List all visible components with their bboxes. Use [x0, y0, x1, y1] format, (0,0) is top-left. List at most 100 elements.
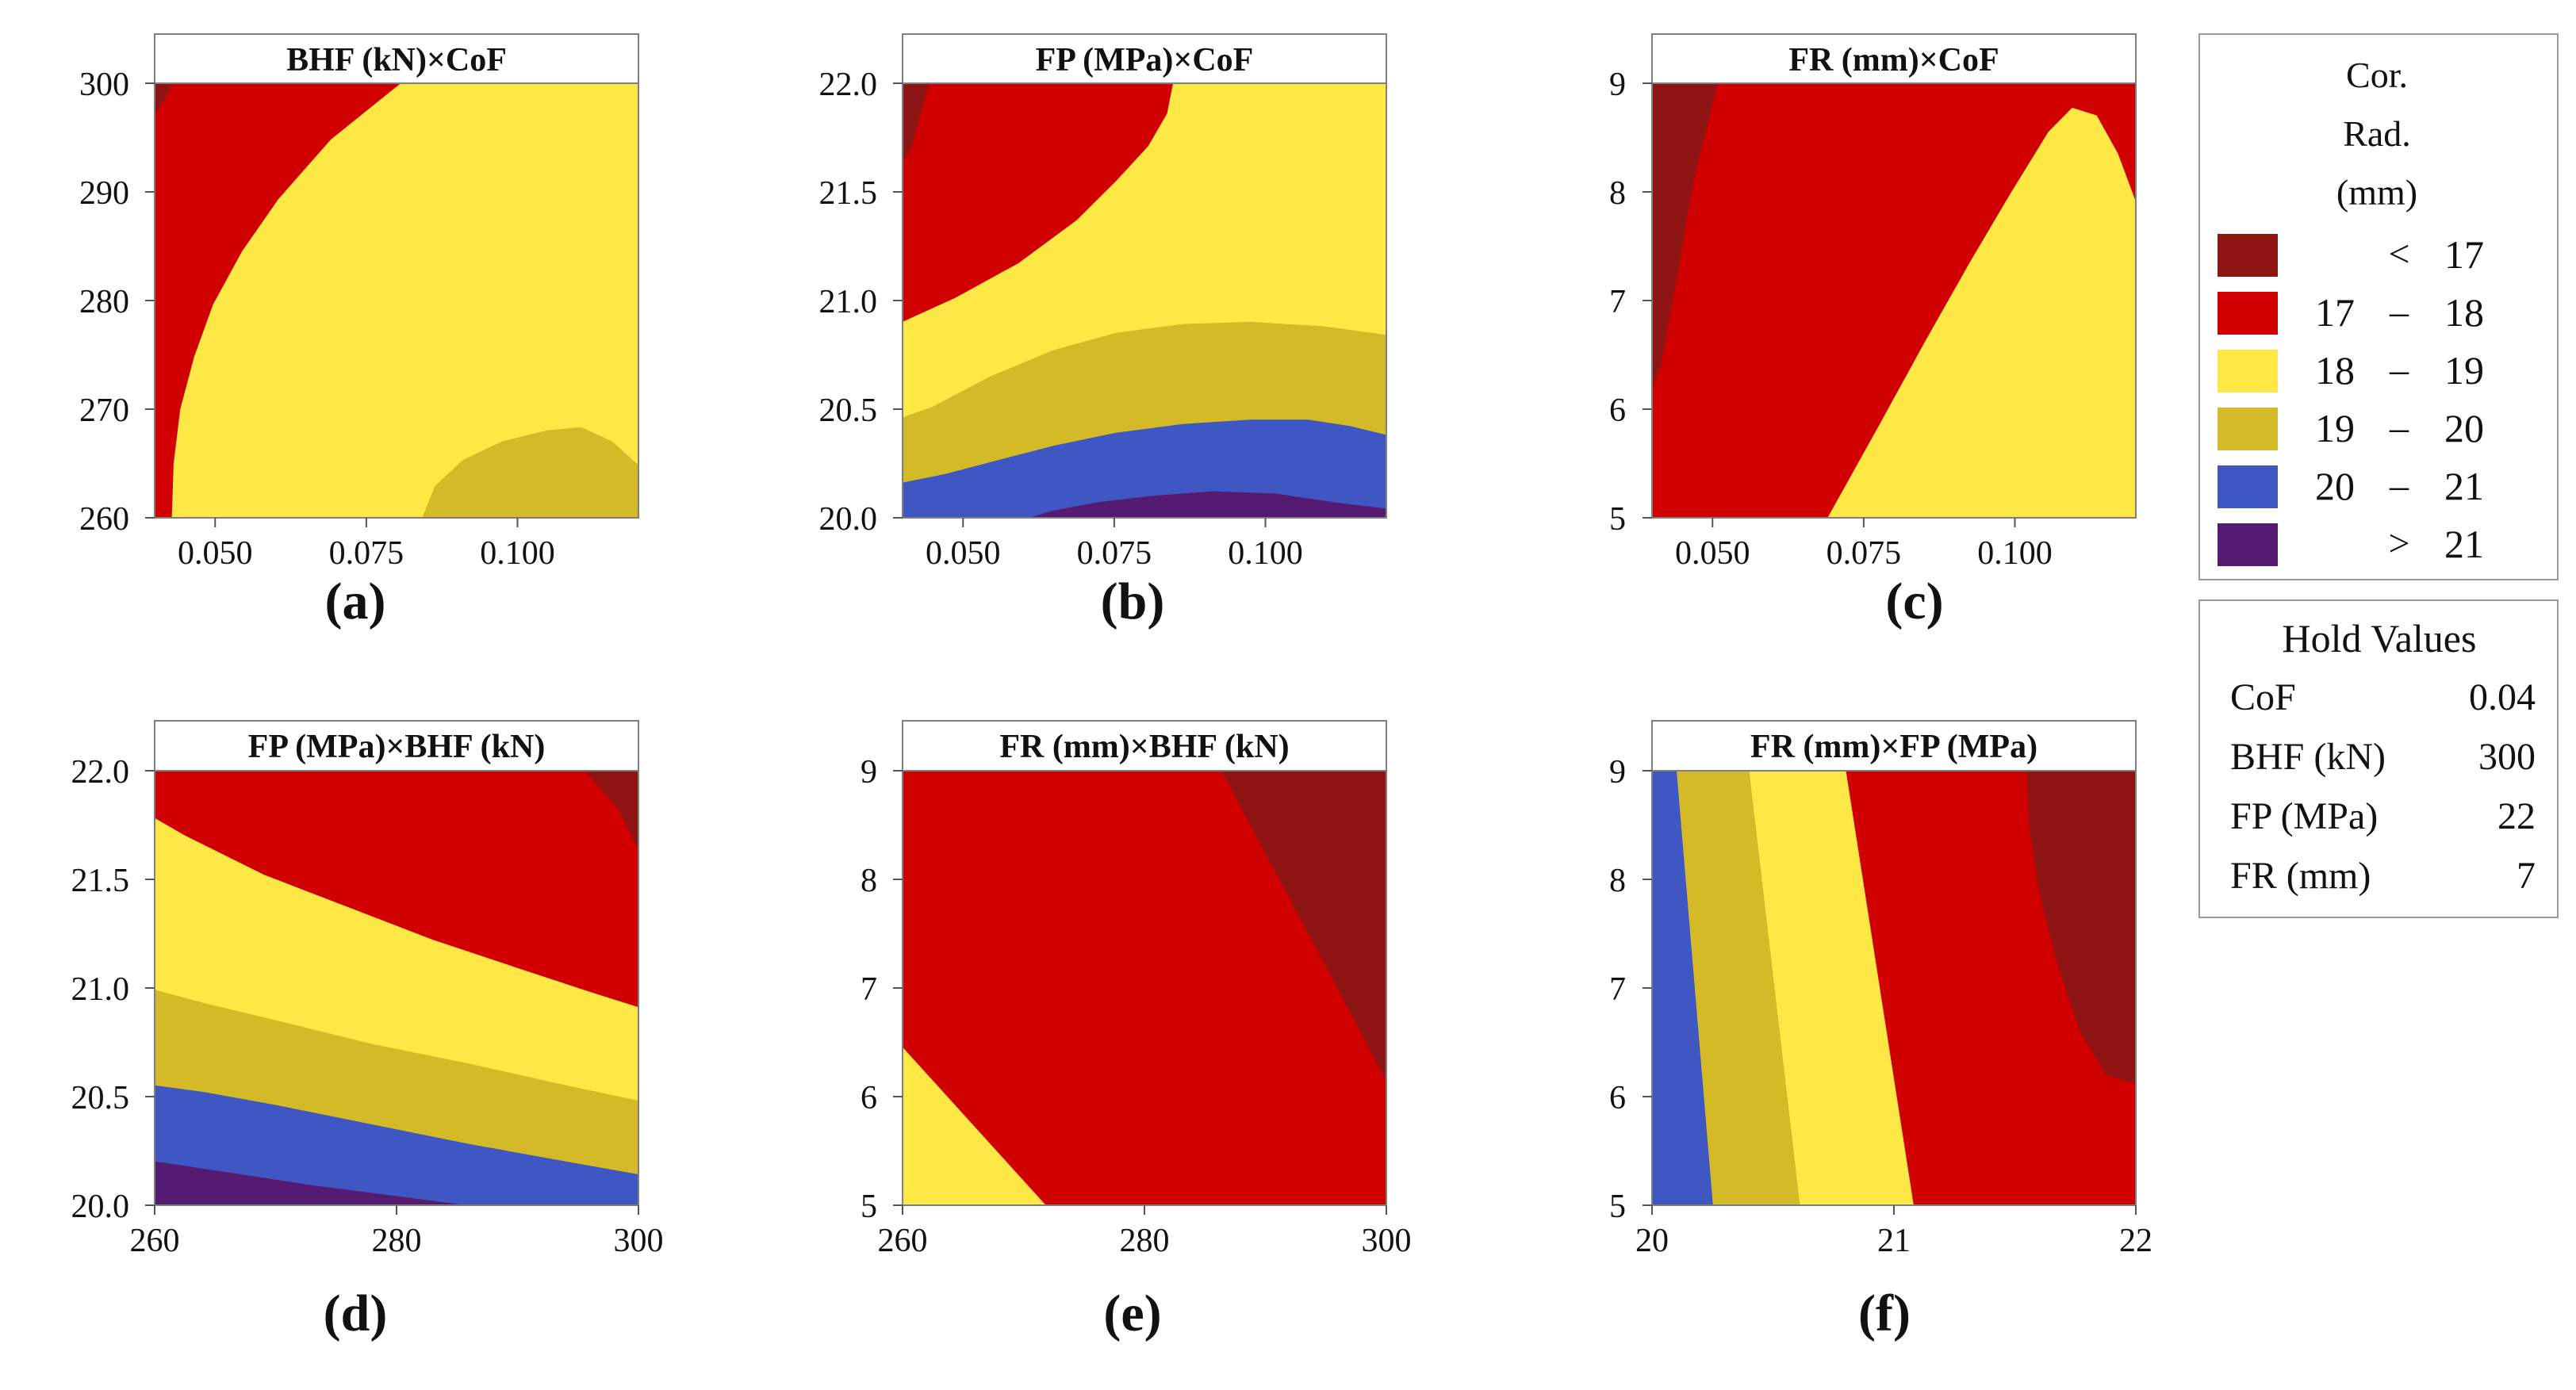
legend-swatch-19-20	[2218, 408, 2278, 450]
panel-caption: (d)	[324, 1285, 388, 1342]
panel-title: FR (mm)×CoF	[1788, 42, 1999, 78]
panel-d: FP (MPa)×BHF (kN) 260 280 300 20.0 20.5 21.0 21…	[71, 720, 664, 1342]
hold-values-title: Hold Values	[2283, 616, 2477, 661]
x-tick-label: 20	[1635, 1223, 1669, 1259]
panel-title: FR (mm)×FP (MPa)	[1750, 729, 2037, 765]
y-tick-label: 280	[79, 284, 129, 320]
x-tick-label: 0.100	[480, 535, 555, 572]
legend-range-high: 20	[2444, 406, 2484, 450]
title-strip	[154, 720, 639, 772]
panel-b: FP (MPa)×CoF 0.050 0.075 0.100 20.0 20.5 21.0 2…	[819, 33, 1387, 630]
legend-range-low: 20	[2315, 464, 2355, 508]
y-tick-label: 7	[861, 971, 877, 1008]
y-tick-label: 8	[1609, 863, 1626, 899]
legend-range-high: 21	[2444, 522, 2484, 566]
panel-a: BHF (kN)×CoF 0.050 0.075 0.100 260 270 280 290 3…	[79, 33, 639, 630]
x-tick-label: 260	[878, 1223, 928, 1259]
legend-range-high: 18	[2444, 290, 2484, 335]
contour-panels: BHF (kN)×CoF 0.050 0.075 0.100 260 270 280 290 3…	[71, 33, 2152, 1342]
x-tick-label: 0.100	[1977, 535, 2053, 572]
hold-value-number: 22	[2497, 795, 2536, 837]
hold-value-name: FP (MPa)	[2230, 795, 2378, 837]
x-tick-label: 280	[1120, 1223, 1170, 1259]
y-tick-label: 21.0	[819, 284, 878, 320]
title-strip	[1651, 33, 2137, 84]
y-tick-label: 20.0	[71, 1189, 130, 1225]
legend-range-sep: –	[2389, 291, 2409, 333]
panel-f: FR (mm)×FP (MPa) 20 21 22 5 6 7 8 9 (f)	[1609, 720, 2152, 1342]
legend-range-sep: –	[2389, 407, 2409, 449]
hold-values-frame	[2198, 599, 2559, 918]
x-tick-label: 22	[2119, 1223, 2152, 1259]
legend-range-sep: –	[2389, 349, 2409, 391]
title-strip	[902, 720, 1387, 772]
y-tick-label: 5	[861, 1189, 877, 1225]
y-tick-label: 8	[1609, 175, 1626, 212]
y-tick-label: 20.0	[819, 501, 878, 538]
hold-value-name: BHF (kN)	[2230, 736, 2386, 778]
legend-title-line: Rad.	[2343, 113, 2411, 154]
y-tick-label: 22.0	[819, 67, 878, 103]
y-tick-label: 7	[1609, 284, 1626, 320]
y-tick-label: 21.0	[71, 971, 130, 1008]
y-tick-label: 8	[861, 863, 877, 899]
panel-caption: (f)	[1858, 1285, 1911, 1342]
hold-value-name: CoF	[2230, 676, 2296, 718]
panel-title: FR (mm)×BHF (kN)	[999, 729, 1289, 765]
panel-c: FR (mm)×CoF 0.050 0.075 0.100 5 6 7 8 9 (c)	[1609, 33, 2137, 630]
legend-swatch-18-19	[2218, 350, 2278, 392]
x-tick-label: 21	[1877, 1223, 1911, 1259]
legend-range-sep: <	[2388, 233, 2409, 275]
legend-range-high: 19	[2444, 348, 2484, 392]
y-tick-label: 7	[1609, 971, 1626, 1008]
legend-range-low: 18	[2315, 348, 2355, 392]
y-tick-label: 9	[861, 754, 877, 791]
legend-swatch-gt21	[2218, 523, 2278, 566]
x-tick-label: 0.075	[1827, 535, 1902, 572]
y-tick-label: 21.5	[71, 863, 130, 899]
legend-swatch-20-21	[2218, 465, 2278, 508]
panel-title: FP (MPa)×BHF (kN)	[248, 729, 546, 765]
hold-value-name: FR (mm)	[2230, 855, 2371, 897]
x-tick-label: 300	[1362, 1223, 1412, 1259]
x-tick-label: 0.075	[329, 535, 404, 572]
y-tick-label: 6	[1609, 392, 1626, 429]
panel-e: FR (mm)×BHF (kN) 260 280 300 5 6 7 8 9 (e)	[861, 720, 1412, 1342]
x-tick-label: 280	[372, 1223, 422, 1259]
y-tick-label: 300	[79, 67, 129, 103]
title-strip	[902, 33, 1387, 84]
legend-swatch-17-18	[2218, 292, 2278, 335]
y-tick-label: 5	[1609, 501, 1626, 538]
hold-value-number: 300	[2478, 736, 2536, 778]
legend-range-high: 17	[2444, 232, 2484, 277]
x-tick-label: 0.100	[1228, 535, 1303, 572]
x-tick-label: 0.050	[178, 535, 253, 572]
hold-value-number: 0.04	[2469, 676, 2536, 718]
x-tick-label: 0.075	[1077, 535, 1152, 572]
y-tick-label: 20.5	[71, 1080, 130, 1116]
legend-range-low: 17	[2315, 290, 2355, 335]
panel-caption: (e)	[1103, 1285, 1161, 1342]
hold-values-box: Hold Values CoF 0.04 BHF (kN) 300 FP (MPa) 22 F…	[2198, 599, 2559, 918]
y-tick-label: 260	[79, 501, 129, 538]
legend-range-sep: –	[2389, 465, 2409, 507]
panel-title: BHF (kN)×CoF	[286, 42, 507, 78]
y-tick-label: 9	[1609, 754, 1626, 791]
x-tick-label: 0.050	[926, 535, 1001, 572]
y-tick-label: 6	[861, 1080, 877, 1116]
legend-range-high: 21	[2444, 464, 2484, 508]
y-tick-label: 270	[79, 392, 129, 429]
legend-range-sep: >	[2388, 523, 2409, 565]
panel-caption: (a)	[325, 572, 386, 630]
legend-range-low: 19	[2315, 406, 2355, 450]
panel-caption: (b)	[1101, 572, 1165, 630]
title-strip	[154, 33, 639, 84]
legend-swatch-lt17	[2218, 234, 2278, 277]
legend-title-line: (mm)	[2336, 172, 2417, 213]
y-tick-label: 20.5	[819, 392, 878, 429]
y-tick-label: 5	[1609, 1189, 1626, 1225]
y-tick-label: 6	[1609, 1080, 1626, 1116]
x-tick-label: 260	[130, 1223, 180, 1259]
y-tick-label: 22.0	[71, 754, 130, 791]
